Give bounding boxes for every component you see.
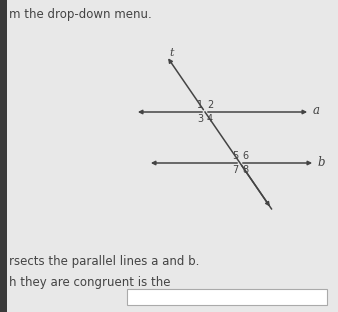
- Text: t: t: [169, 48, 174, 58]
- Text: 6: 6: [242, 151, 248, 161]
- Text: rsects the parallel lines a and b.: rsects the parallel lines a and b.: [9, 255, 199, 268]
- FancyBboxPatch shape: [127, 289, 327, 305]
- Text: 2: 2: [207, 100, 213, 110]
- Bar: [0, 0, 7, 312]
- Text: a: a: [313, 105, 320, 118]
- Text: b: b: [318, 155, 325, 168]
- Text: 7: 7: [232, 165, 238, 175]
- Text: h they are congruent is the: h they are congruent is the: [9, 276, 170, 289]
- Text: 5: 5: [232, 151, 238, 161]
- Text: 8: 8: [242, 165, 248, 175]
- Text: m the drop-down menu.: m the drop-down menu.: [9, 8, 152, 21]
- Text: 1: 1: [197, 100, 203, 110]
- Text: 4: 4: [207, 114, 213, 124]
- Text: 3: 3: [197, 114, 203, 124]
